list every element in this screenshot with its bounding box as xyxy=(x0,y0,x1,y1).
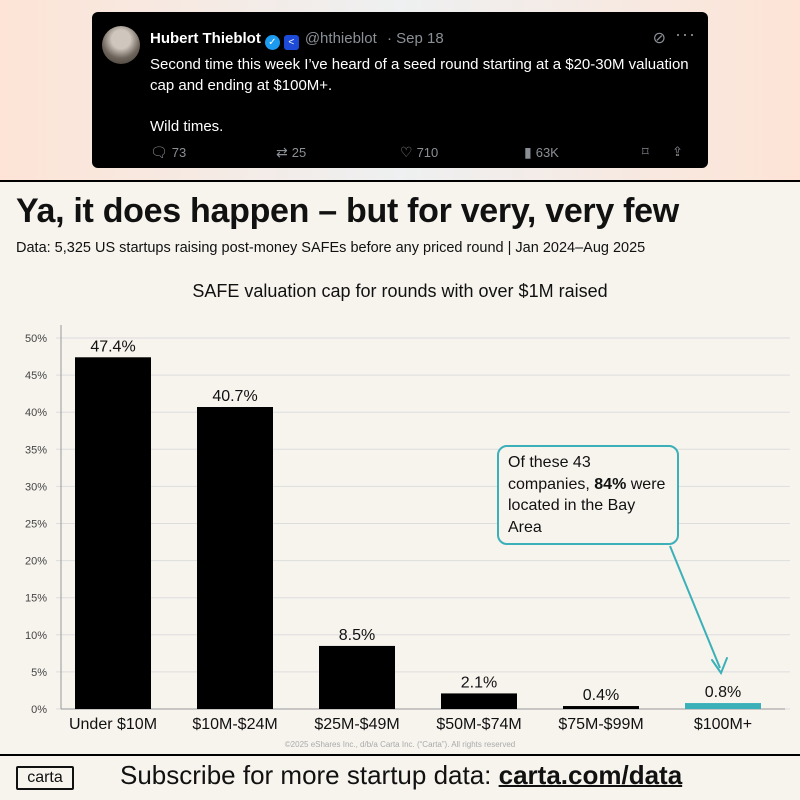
y-tick-label: 30% xyxy=(25,481,47,493)
tweet-actions: 🗨 73 ⇄ 25 ♡ 710 ▮ 63K ⌑ ⇪ xyxy=(150,144,695,164)
tweet-handle[interactable]: @hthieblot xyxy=(304,30,377,47)
grok-icon[interactable]: ⊘ xyxy=(652,30,666,47)
x-tick-label-3: $50M-$74M xyxy=(436,716,521,733)
x-tick-label-1: $10M-$24M xyxy=(192,716,277,733)
verified-badge-icon: ✓ xyxy=(264,35,280,50)
data-label-3: 2.1% xyxy=(461,674,497,691)
views-icon: ▮ xyxy=(524,144,532,160)
affiliate-badge-icon: < xyxy=(283,35,299,50)
tweet-card[interactable]: Hubert Thieblot ✓ < @hthieblot · Sep 18 ⊘ ·… xyxy=(92,12,708,168)
copyright: ©2025 eShares Inc., d/b/a Carta Inc. (“C… xyxy=(284,740,516,749)
heart-icon: ♡ xyxy=(400,144,413,160)
tweet-header: Hubert Thieblot ✓ < @hthieblot · Sep 18 xyxy=(150,30,444,50)
like-button[interactable]: ♡ 710 xyxy=(400,144,438,161)
callout-arrow xyxy=(669,545,721,669)
x-tick-label-4: $75M-$99M xyxy=(558,716,643,733)
data-label-4: 0.4% xyxy=(583,687,619,704)
y-tick-label: 35% xyxy=(25,444,47,456)
subscribe-cta: Subscribe for more startup data: carta.c… xyxy=(120,760,682,791)
headline: Ya, it does happen – but for very, very … xyxy=(16,192,679,230)
bookmark-icon[interactable]: ⌑ xyxy=(642,144,649,159)
tweet-date[interactable]: · Sep 18 xyxy=(386,30,444,47)
avatar[interactable] xyxy=(102,26,140,64)
subscribe-link[interactable]: carta.com/data xyxy=(498,760,683,790)
tweet-text: Second time this week I’ve heard of a se… xyxy=(150,56,689,94)
more-options-icon[interactable]: ··· xyxy=(675,24,696,44)
views-button[interactable]: ▮ 63K xyxy=(524,144,559,161)
subscribe-text: Subscribe for more startup data: xyxy=(120,760,499,790)
tweet-body: Second time this week I’ve heard of a se… xyxy=(150,54,690,137)
data-label-0: 47.4% xyxy=(90,338,135,355)
subhead: Data: 5,325 US startups raising post-mon… xyxy=(16,240,646,256)
y-tick-label: 40% xyxy=(25,407,47,419)
y-tick-label: 25% xyxy=(25,519,47,531)
share-icon[interactable]: ⇪ xyxy=(672,144,683,159)
footer-divider xyxy=(0,754,800,756)
reply-button[interactable]: 🗨 73 xyxy=(150,144,186,161)
y-tick-label: 10% xyxy=(25,630,47,642)
reply-icon: 🗨 xyxy=(150,144,168,160)
bar-2 xyxy=(319,645,395,709)
tweet-text-2: Wild times. xyxy=(150,118,224,135)
data-label-2: 8.5% xyxy=(339,627,375,644)
y-tick-label: 15% xyxy=(25,593,47,605)
retweet-count: 25 xyxy=(291,145,307,160)
callout-highlight: 84% xyxy=(594,475,627,493)
y-tick-label: 5% xyxy=(31,667,47,679)
y-tick-label: 20% xyxy=(25,556,47,568)
view-count: 63K xyxy=(535,145,559,160)
y-tick-label: 50% xyxy=(25,333,47,345)
like-count: 710 xyxy=(416,145,439,160)
data-label-1: 40.7% xyxy=(212,388,257,405)
callout-text-end: were located in the Bay Area xyxy=(508,475,666,536)
bar-4 xyxy=(563,706,639,709)
chart-title: SAFE valuation cap for rounds with over … xyxy=(192,281,608,301)
divider xyxy=(0,180,800,182)
bar-5 xyxy=(685,703,761,709)
y-tick-label: 45% xyxy=(25,370,47,382)
x-tick-label-5: $100M+ xyxy=(694,716,752,733)
reply-count: 73 xyxy=(171,145,187,160)
bar-chart: 0% 5% 10% 15% 20% 25% 30% 35% 40% 45% 50% 47.4% Unde… xyxy=(25,325,790,733)
y-tick-label: 0% xyxy=(31,704,47,716)
retweet-icon: ⇄ xyxy=(276,144,288,160)
carta-logo[interactable]: carta xyxy=(16,766,74,790)
retweet-button[interactable]: ⇄ 25 xyxy=(276,144,306,161)
callout-box: Of these 43 companies, 84% were located … xyxy=(497,445,679,545)
bar-0 xyxy=(75,357,151,709)
bar-1 xyxy=(197,407,273,709)
callout-text: Of these 43 companies, xyxy=(508,454,595,493)
x-tick-label-2: $25M-$49M xyxy=(314,716,399,733)
data-label-5: 0.8% xyxy=(705,684,741,701)
callout-arrowhead xyxy=(711,657,728,676)
x-tick-label-0: Under $10M xyxy=(69,716,157,733)
tweet-author-name[interactable]: Hubert Thieblot xyxy=(150,30,261,47)
bar-3 xyxy=(441,693,517,709)
